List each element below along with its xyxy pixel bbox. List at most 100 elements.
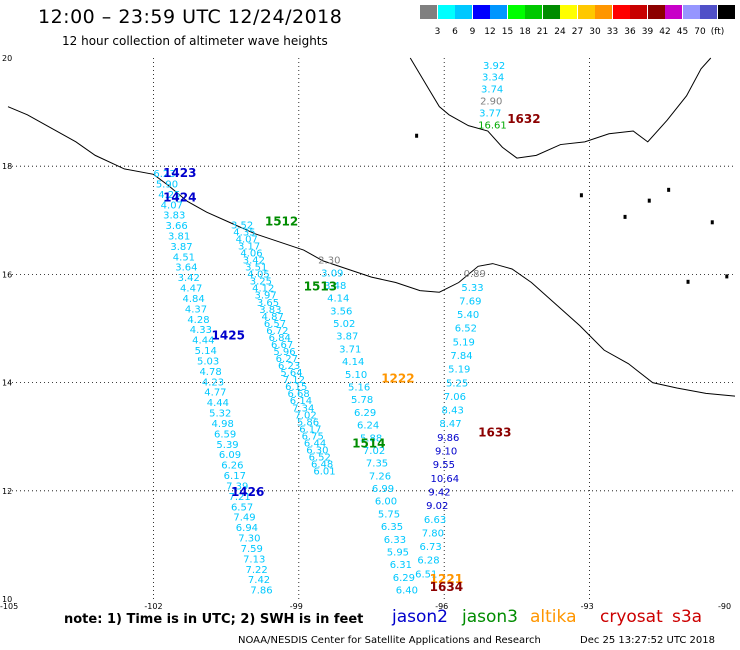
wave-height-value: 5.40 xyxy=(457,310,479,321)
wave-height-value: 7.86 xyxy=(250,586,272,597)
wave-height-value: 3.87 xyxy=(170,242,192,253)
scale-label: 3 xyxy=(434,27,441,37)
lat-lon-grid xyxy=(8,58,735,599)
satellite-cryosat: cryosat xyxy=(600,607,663,627)
wave-height-value: 5.96 xyxy=(273,347,295,358)
wave-height-value: 4.23 xyxy=(202,377,224,388)
wave-height-value: 6.35 xyxy=(381,522,403,533)
scale-swatch xyxy=(525,5,542,19)
scale-swatch xyxy=(612,5,630,19)
lake-mark xyxy=(667,187,671,192)
wave-height-value: 3.66 xyxy=(166,221,188,232)
track-id-label: 1634 xyxy=(430,580,463,594)
altimeter-tracks: 6.235.904.254.073.833.663.813.874.513.64… xyxy=(153,61,506,597)
wave-height-value: 7.13 xyxy=(243,554,265,565)
credit-line: NOAA/NESDIS Center for Satellite Applica… xyxy=(238,635,541,646)
wave-height-value: 8.47 xyxy=(439,419,461,430)
wave-height-value: 3.87 xyxy=(336,332,358,343)
scale-label: 21 xyxy=(536,27,549,37)
scale-swatch xyxy=(420,5,437,19)
wave-height-value: 6.24 xyxy=(357,421,379,432)
axis-ticks: 20 18 16 14 12 10-105 -102 -99 -96 -93 -90 xyxy=(0,54,731,611)
wave-height-value: 4.07 xyxy=(236,234,258,245)
lake-mark xyxy=(647,198,651,203)
wave-height-value: 7.02 xyxy=(295,410,317,421)
track-id-label: 1222 xyxy=(381,372,414,386)
scale-swatch xyxy=(595,5,612,19)
wave-height-value: 4.77 xyxy=(204,388,226,399)
wave-height-value: 5.95 xyxy=(387,548,409,559)
track-id-label: 1513 xyxy=(304,280,337,294)
gulf-coastline xyxy=(409,57,712,159)
wave-height-value: 6.30 xyxy=(306,445,328,456)
scale-label: 12 xyxy=(484,27,496,37)
lat-label: 20 xyxy=(2,54,12,63)
wave-height-value: 9.86 xyxy=(437,433,459,444)
scale-label: 18 xyxy=(519,27,531,37)
scale-swatch xyxy=(507,5,525,19)
wave-height-value: 7.26 xyxy=(369,471,391,482)
wave-height-value: 4.25 xyxy=(158,190,180,201)
wave-height-value: 7.22 xyxy=(245,565,267,576)
wave-height-value: 6.31 xyxy=(390,560,412,571)
wave-height-value: 6.00 xyxy=(375,497,397,508)
wave-height-value: 3.56 xyxy=(330,306,352,317)
wave-height-value: 6.14 xyxy=(290,396,312,407)
wave-height-value: 6.29 xyxy=(393,573,415,584)
track-id-label: 1423 xyxy=(163,166,196,180)
wave-height-value: 6.57 xyxy=(231,502,253,513)
wave-height-value: 6.28 xyxy=(417,556,439,567)
scale-swatch xyxy=(542,5,560,19)
map-subtitle: 12 hour collection of altimeter wave hei… xyxy=(62,34,328,48)
wave-height-value: 9.42 xyxy=(428,487,450,498)
coastline xyxy=(7,57,736,397)
wave-height-value: 8.43 xyxy=(442,406,464,417)
scale-label: 70 xyxy=(694,27,706,37)
scale-swatch xyxy=(437,5,455,19)
wave-height-value: 7.21 xyxy=(229,492,251,503)
wave-height-value: 7.59 xyxy=(241,544,263,555)
lon-label: -96 xyxy=(435,602,448,611)
lat-label: 14 xyxy=(2,379,12,388)
wave-height-value: 4.28 xyxy=(187,315,209,326)
track-id-label: 1633 xyxy=(478,426,511,440)
scale-label: 30 xyxy=(589,27,601,37)
wave-height-value: 6.33 xyxy=(384,535,406,546)
wave-height-value: 3.83 xyxy=(259,305,281,316)
wave-height-value: 6.44 xyxy=(304,438,326,449)
scale-label: 42 xyxy=(659,27,671,37)
track-id-label: 1424 xyxy=(163,190,196,204)
wave-height-value: 6.51 xyxy=(415,569,437,580)
scale-swatch xyxy=(665,5,682,19)
wave-height-value: 6.57 xyxy=(264,319,286,330)
wave-height-value: 4.35 xyxy=(233,227,255,238)
wave-height-value: 6.59 xyxy=(214,429,236,440)
wave-height-value: 6.40 xyxy=(396,586,418,597)
wave-height-value: 4.84 xyxy=(182,294,204,305)
wave-height-value: 5.16 xyxy=(348,383,370,394)
wave-height-value: 6.84 xyxy=(269,333,291,344)
wave-height-value: 6.23 xyxy=(278,361,300,372)
wave-height-value: 4.14 xyxy=(327,294,349,305)
wave-height-value: 7.12 xyxy=(283,375,305,386)
satellite-altika: altika xyxy=(530,607,577,627)
wave-height-value: 5.64 xyxy=(280,368,302,379)
scale-swatch xyxy=(700,5,717,19)
satellite-jason2: jason2 xyxy=(392,607,448,627)
wave-height-value: 4.06 xyxy=(240,249,262,260)
wave-height-value: 6.63 xyxy=(424,515,446,526)
scale-swatch xyxy=(455,5,472,19)
track-id-label: 1426 xyxy=(231,485,264,499)
satellite-s3a: s3a xyxy=(672,607,703,627)
wave-height-value: 2.30 xyxy=(318,256,340,267)
wave-height-value: 6.09 xyxy=(219,450,241,461)
wave-height-value: 6.27 xyxy=(276,354,298,365)
wave-height-value: 3.34 xyxy=(482,73,504,84)
wave-height-value: 16.61 xyxy=(478,120,507,131)
track-id-label: 1632 xyxy=(507,112,540,126)
lake-mark xyxy=(725,274,729,279)
lon-label: -90 xyxy=(718,602,731,611)
wave-height-value: 7.30 xyxy=(238,534,260,545)
wave-height-value: 3.92 xyxy=(483,61,505,72)
wave-height-value: 6.94 xyxy=(236,523,258,534)
